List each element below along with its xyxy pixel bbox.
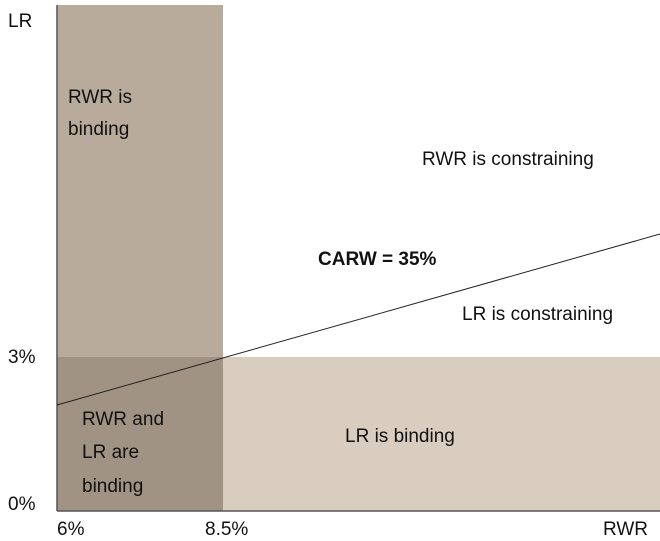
region-label: binding: [82, 476, 143, 497]
region-label: LR are: [82, 442, 139, 463]
region-label: RWR is constraining: [422, 149, 594, 170]
region-label: binding: [68, 119, 129, 140]
x-tick-label: 8.5%: [205, 519, 248, 540]
x-tick-label: 6%: [57, 519, 85, 540]
y-axis-label: LR: [8, 11, 32, 32]
both-binding-region: [57, 357, 223, 511]
line-label: CARW = 35%: [318, 249, 437, 270]
y-tick-label: 0%: [8, 494, 36, 515]
region-label: RWR and: [82, 409, 164, 430]
x-axis-label: RWR: [603, 519, 648, 540]
region-label: LR is binding: [345, 426, 455, 447]
region-label: RWR is: [68, 87, 132, 108]
lr-binding-region: [223, 357, 660, 511]
carw-line: [56, 233, 660, 406]
y-tick-label: 3%: [8, 347, 36, 368]
rwr-binding-region: [57, 5, 223, 357]
region-label: LR is constraining: [462, 304, 613, 325]
